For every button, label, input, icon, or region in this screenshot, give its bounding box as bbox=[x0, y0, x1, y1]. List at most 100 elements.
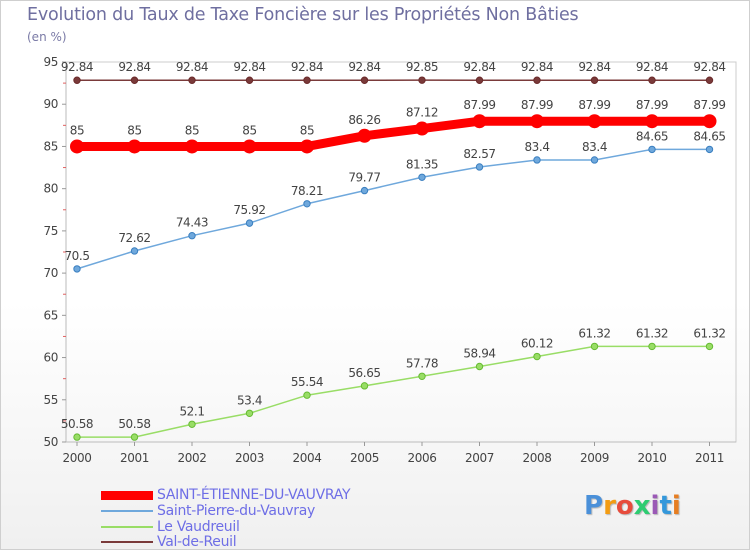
data-label: 82.57 bbox=[463, 147, 495, 161]
data-point bbox=[419, 77, 425, 83]
data-label: 50.58 bbox=[118, 417, 150, 431]
data-point bbox=[706, 343, 712, 349]
y-tick-label: 95 bbox=[44, 55, 58, 69]
x-tick-label: 2009 bbox=[580, 451, 609, 465]
data-point bbox=[246, 410, 252, 416]
x-tick-label: 2010 bbox=[638, 451, 667, 465]
data-point bbox=[476, 363, 482, 369]
brand-letter: i bbox=[672, 491, 681, 521]
y-tick-label: 65 bbox=[44, 308, 58, 322]
data-point bbox=[304, 77, 310, 83]
data-label: 74.43 bbox=[176, 216, 208, 230]
x-tick-label: 2003 bbox=[235, 451, 264, 465]
data-label: 92.84 bbox=[348, 60, 380, 74]
data-label: 87.99 bbox=[463, 98, 495, 112]
data-label: 87.99 bbox=[636, 98, 668, 112]
data-label: 61.32 bbox=[578, 326, 610, 340]
legend-swatch-saint-etienne bbox=[101, 491, 153, 500]
data-label: 85 bbox=[242, 123, 256, 137]
data-label: 52.1 bbox=[179, 404, 204, 418]
data-label: 92.84 bbox=[61, 60, 93, 74]
data-label: 87.99 bbox=[693, 98, 725, 112]
data-label: 85 bbox=[300, 123, 314, 137]
data-point bbox=[649, 343, 655, 349]
data-point bbox=[361, 187, 367, 193]
data-point bbox=[706, 146, 712, 152]
brand-letter: x bbox=[634, 491, 651, 521]
data-point bbox=[189, 421, 195, 427]
x-tick-label: 2002 bbox=[178, 451, 207, 465]
legend-label-val-de-reuil: Val-de-Reuil bbox=[157, 534, 236, 550]
y-tick-label: 55 bbox=[44, 393, 58, 407]
data-point bbox=[301, 140, 314, 153]
data-label: 92.84 bbox=[118, 60, 150, 74]
data-point bbox=[703, 115, 716, 128]
data-point bbox=[419, 373, 425, 379]
x-tick-label: 2008 bbox=[523, 451, 552, 465]
data-point bbox=[74, 77, 80, 83]
data-label: 75.92 bbox=[233, 203, 265, 217]
data-point bbox=[473, 115, 486, 128]
data-label: 86.26 bbox=[348, 113, 380, 127]
data-point bbox=[131, 77, 137, 83]
brand-logo: Proxiti bbox=[584, 491, 681, 521]
data-point bbox=[128, 140, 141, 153]
data-point bbox=[531, 115, 544, 128]
data-label: 92.84 bbox=[578, 60, 610, 74]
data-label: 60.12 bbox=[521, 337, 553, 351]
data-point bbox=[591, 77, 597, 83]
data-point bbox=[591, 157, 597, 163]
data-label: 50.58 bbox=[61, 417, 93, 431]
data-label: 87.12 bbox=[406, 106, 438, 120]
data-point bbox=[131, 248, 137, 254]
x-tick-label: 2011 bbox=[695, 451, 724, 465]
data-point bbox=[246, 220, 252, 226]
data-point bbox=[419, 174, 425, 180]
data-label: 57.78 bbox=[406, 356, 438, 370]
data-point bbox=[646, 115, 659, 128]
data-point bbox=[358, 129, 371, 142]
data-point bbox=[416, 122, 429, 135]
x-tick-label: 2006 bbox=[408, 451, 437, 465]
data-point bbox=[189, 77, 195, 83]
brand-letter: P bbox=[584, 491, 603, 521]
data-label: 85 bbox=[127, 123, 141, 137]
series-line bbox=[77, 121, 710, 146]
data-point bbox=[186, 140, 199, 153]
data-point bbox=[588, 115, 601, 128]
data-label: 70.5 bbox=[64, 249, 89, 263]
legend-swatch-le-vaudreuil bbox=[101, 526, 153, 528]
data-label: 92.85 bbox=[406, 60, 438, 74]
data-label: 85 bbox=[185, 123, 199, 137]
data-point bbox=[649, 146, 655, 152]
data-label: 92.84 bbox=[636, 60, 668, 74]
x-tick-label: 2001 bbox=[120, 451, 149, 465]
y-tick-label: 50 bbox=[44, 435, 58, 449]
brand-letter: o bbox=[616, 491, 634, 521]
legend-label-saint-etienne: SAINT-ÉTIENNE-DU-VAUVRAY bbox=[157, 487, 350, 503]
data-label: 53.4 bbox=[237, 393, 262, 407]
data-point bbox=[534, 77, 540, 83]
data-label: 87.99 bbox=[521, 98, 553, 112]
data-point bbox=[71, 140, 84, 153]
data-label: 92.84 bbox=[463, 60, 495, 74]
legend-label-le-vaudreuil: Le Vaudreuil bbox=[157, 519, 240, 535]
data-label: 61.32 bbox=[693, 326, 725, 340]
data-label: 87.99 bbox=[578, 98, 610, 112]
data-label: 92.84 bbox=[291, 60, 323, 74]
y-tick-label: 85 bbox=[44, 139, 58, 153]
legend-swatch-val-de-reuil bbox=[101, 541, 153, 543]
brand-letter: r bbox=[603, 491, 616, 521]
data-point bbox=[476, 77, 482, 83]
series-line bbox=[77, 346, 710, 437]
data-label: 85 bbox=[70, 123, 84, 137]
data-point bbox=[74, 434, 80, 440]
data-point bbox=[304, 392, 310, 398]
data-point bbox=[591, 343, 597, 349]
data-point bbox=[361, 77, 367, 83]
data-point bbox=[131, 434, 137, 440]
data-label: 92.84 bbox=[176, 60, 208, 74]
y-tick-label: 80 bbox=[44, 182, 58, 196]
brand-letter: t bbox=[659, 491, 671, 521]
data-label: 79.77 bbox=[348, 171, 380, 185]
